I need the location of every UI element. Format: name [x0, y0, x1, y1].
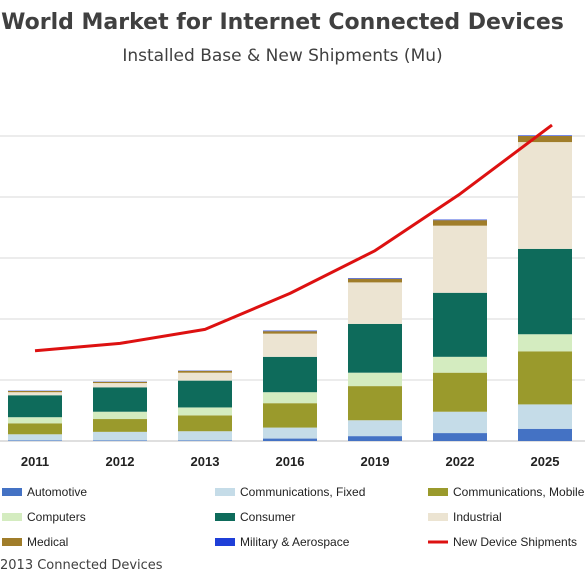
legend-label: Computers	[27, 510, 86, 524]
bar-segment	[348, 436, 402, 441]
bar-segment	[263, 356, 317, 393]
chart-subtitle: Installed Base & New Shipments (Mu)	[122, 46, 443, 66]
legend-swatch	[2, 513, 22, 521]
x-tick-label: 2022	[446, 454, 475, 469]
bar-segment	[263, 438, 317, 441]
bar-segment	[433, 220, 487, 226]
bar-segment	[518, 351, 572, 405]
x-tick-label: 2019	[361, 454, 390, 469]
legend-label: New Device Shipments	[453, 535, 577, 549]
chart-plot: 2011 2012 2013 2016 2019 2022 2025 Automotive C…	[0, 123, 585, 549]
bar-segment	[433, 433, 487, 441]
bar-segment	[8, 440, 62, 441]
bar-segment	[433, 219, 487, 221]
x-tick-label: 2013	[191, 454, 220, 469]
bar-segment	[93, 387, 147, 412]
bar-segment	[433, 356, 487, 373]
bar-segment	[93, 431, 147, 441]
legend-label: Medical	[27, 535, 68, 549]
bar-segment	[178, 407, 232, 416]
bar-segment	[348, 372, 402, 387]
legend-swatch	[428, 488, 448, 496]
bar-segment	[518, 404, 572, 429]
x-tick-label: 2012	[106, 454, 135, 469]
bar-segment	[433, 411, 487, 434]
bar-segment	[263, 427, 317, 439]
legend-swatch	[215, 538, 235, 546]
bar-segment	[263, 333, 317, 357]
bar-segment	[8, 390, 62, 393]
bar-segment	[433, 372, 487, 412]
bar-segment	[93, 411, 147, 420]
bar-segment	[348, 420, 402, 437]
bar-segment	[8, 417, 62, 424]
bar-segment	[518, 136, 572, 143]
bar-segment	[8, 395, 62, 418]
legend-swatch	[2, 538, 22, 546]
bar-segment	[93, 381, 147, 384]
bar-segment	[93, 383, 147, 388]
bar-segment	[263, 403, 317, 428]
bar-segment	[348, 323, 402, 373]
bar-segment	[8, 434, 62, 441]
bar-segment	[518, 334, 572, 352]
bar-segment	[178, 440, 232, 441]
legend-swatch	[215, 488, 235, 496]
bar-segment	[263, 331, 317, 334]
bar-segment	[433, 292, 487, 357]
legend-label: Automotive	[27, 485, 87, 499]
bars-layer	[8, 135, 572, 441]
line-layer	[34, 123, 553, 353]
legend: Automotive Communications, Fixed Communica…	[2, 485, 585, 549]
bar-segment	[263, 330, 317, 332]
legend-label: Industrial	[453, 510, 502, 524]
bar-segment	[178, 372, 232, 381]
bar-segment	[348, 278, 402, 279]
bar-segment	[348, 278, 402, 283]
bar-segment	[348, 282, 402, 324]
x-tick-label: 2016	[276, 454, 305, 469]
bar-segment	[518, 248, 572, 335]
series-line-new-device-shipments	[34, 123, 553, 353]
bar-segment	[518, 135, 572, 136]
legend-swatch	[2, 488, 22, 496]
x-tick-label: 2011	[21, 454, 49, 469]
chart-title: World Market for Internet Connected Devi…	[1, 10, 564, 35]
legend-label: Communications, Mobile	[453, 485, 585, 499]
legend-label: Military & Aerospace	[240, 535, 350, 549]
legend-label: Consumer	[240, 510, 295, 524]
legend-swatch	[215, 513, 235, 521]
x-tick-label: 2025	[531, 454, 560, 469]
bar-segment	[178, 415, 232, 432]
bar-segment	[178, 431, 232, 441]
legend-label: Communications, Fixed	[240, 485, 365, 499]
bar-segment	[263, 392, 317, 404]
tick-layer: 2011 2012 2013 2016 2019 2022 2025	[21, 454, 560, 469]
bar-segment	[93, 419, 147, 432]
bar-segment	[518, 142, 572, 249]
legend-swatch	[428, 513, 448, 521]
bar-segment	[348, 386, 402, 421]
bar-segment	[93, 440, 147, 441]
source-note: 2013 Connected Devices	[0, 558, 163, 573]
bar-segment	[433, 225, 487, 293]
bar-segment	[8, 423, 62, 435]
bar-segment	[178, 370, 232, 373]
bar-segment	[8, 392, 62, 396]
bar-segment	[178, 380, 232, 408]
bar-segment	[518, 428, 572, 441]
